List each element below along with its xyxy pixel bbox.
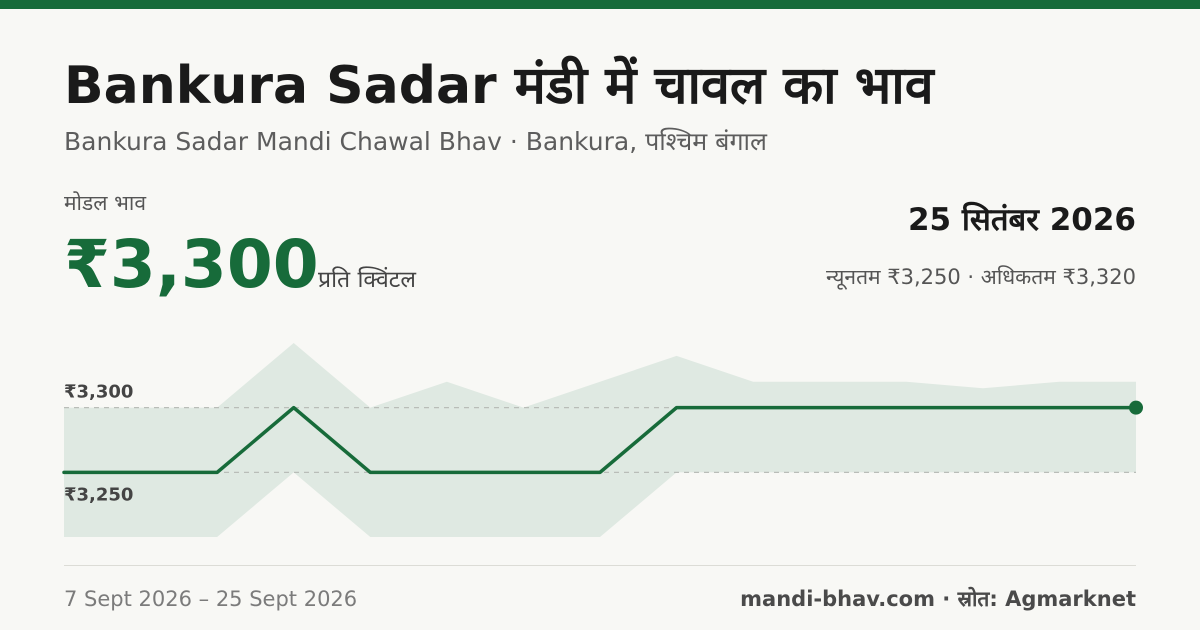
price-trend-chart: ₹3,300 ₹3,250	[62, 342, 1143, 538]
modal-price-label: मोडल भाव	[64, 191, 147, 215]
min-max-range: न्यूनतम ₹3,250 · अधिकतम ₹3,320	[826, 265, 1136, 289]
min-max-band	[64, 342, 1136, 538]
footer-divider	[64, 565, 1136, 566]
top-accent-bar	[0, 0, 1200, 9]
page-subtitle: Bankura Sadar Mandi Chawal Bhav · Bankur…	[64, 127, 767, 156]
source-credit: mandi-bhav.com · स्रोत: Agmarknet	[740, 587, 1136, 611]
date-period: 7 Sept 2026 – 25 Sept 2026	[64, 587, 358, 611]
reference-line-label: ₹3,300	[64, 382, 133, 403]
latest-price-point	[1129, 400, 1143, 415]
price-date: 25 सितंबर 2026	[907, 202, 1136, 238]
modal-price-line	[62, 405, 1138, 475]
reference-line-label: ₹3,250	[64, 484, 133, 505]
price-unit: प्रति क्विंटल	[318, 267, 416, 293]
modal-price-value: ₹3,300	[64, 226, 319, 303]
page-title: Bankura Sadar मंडी में चावल का भाव	[64, 56, 934, 116]
